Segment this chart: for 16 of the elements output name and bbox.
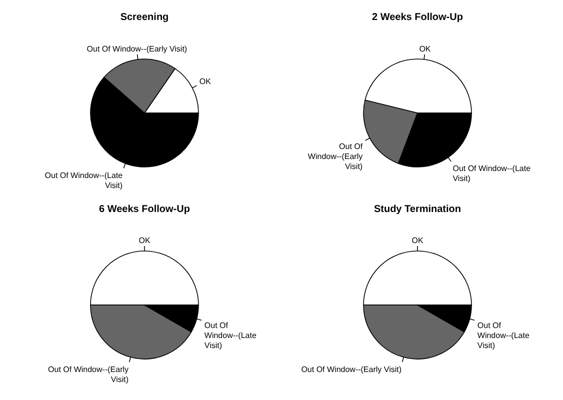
slice-label: Out Of Window--(Early Visit) (48, 364, 129, 384)
chart-title: Screening (119, 11, 170, 25)
chart-title: 6 Weeks Follow-Up (98, 203, 191, 217)
slice-label: OK (419, 44, 432, 54)
slice-label: Out Of Window--(Late Visit) (477, 320, 530, 350)
slice-label: Out Of Window--(Early Visit) (301, 364, 402, 374)
chart-title: 2 Weeks Follow-Up (371, 11, 464, 25)
slice-label: Out Of Window--(Early Visit) (86, 44, 188, 54)
slice-label: Out Of Window--(Late Visit) (452, 164, 532, 184)
slice-label: Out Of Window--(Late Visit) (204, 320, 257, 350)
slice-label: Out Of Window--(Early Visit) (308, 142, 364, 171)
slice-label: OK (199, 77, 212, 86)
slice-label: Out Of Window--(Late Visit) (44, 171, 124, 190)
chart-title: Study Termination (372, 203, 462, 217)
slice-label: OK (138, 236, 151, 245)
slice-label: OK (412, 236, 424, 245)
